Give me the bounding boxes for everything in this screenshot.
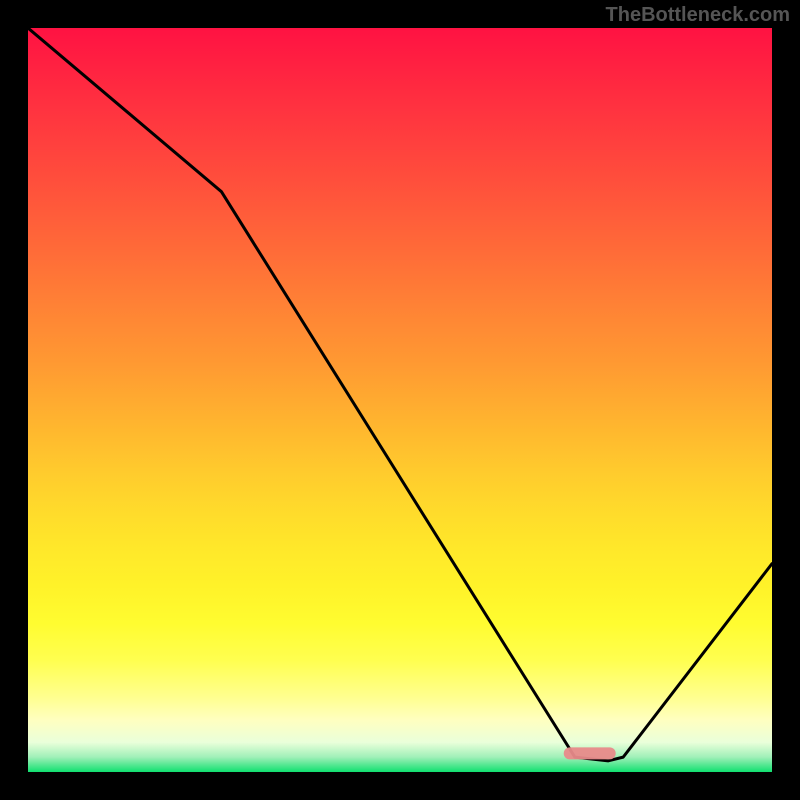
watermark-text: TheBottleneck.com bbox=[606, 4, 790, 27]
optimum-marker bbox=[564, 747, 616, 759]
plot-area bbox=[28, 28, 772, 772]
gradient-background bbox=[28, 28, 772, 772]
plot-svg bbox=[28, 28, 772, 772]
chart-container: TheBottleneck.com bbox=[0, 0, 800, 800]
